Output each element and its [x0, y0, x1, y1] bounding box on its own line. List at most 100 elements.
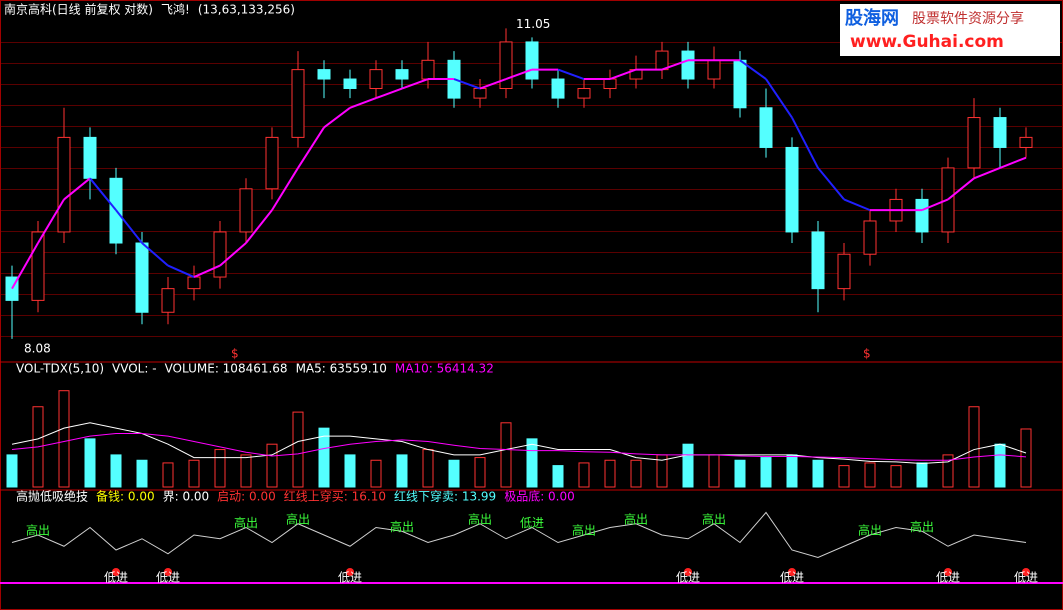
logo-url: www.Guhai.com — [850, 32, 1004, 52]
candle-body — [317, 69, 331, 80]
ma-line — [245, 209, 273, 244]
volume-bar — [760, 457, 772, 488]
signal-dot — [944, 568, 952, 576]
candle-body — [577, 88, 591, 99]
ma-line — [921, 198, 949, 212]
volume-bar — [630, 459, 642, 488]
candle-body — [473, 88, 487, 99]
volume-bar — [318, 427, 330, 488]
signal-label: 高出 — [624, 511, 648, 526]
volume-bar — [500, 422, 512, 488]
volume-bar — [266, 443, 278, 488]
logo-slogan: 股票软件资源分享 — [912, 10, 1024, 27]
volume-bar — [6, 454, 18, 488]
signal-label: 高出 — [468, 511, 492, 526]
volume-bar — [136, 459, 148, 488]
ma-line — [999, 156, 1027, 169]
volume-bar — [474, 457, 486, 488]
candle-body — [759, 107, 773, 148]
ma-line — [739, 59, 767, 80]
volume-bar — [344, 454, 356, 488]
volume-bar — [1020, 428, 1032, 488]
header-text: MA5: 63559.10 — [296, 362, 387, 376]
candle-body — [707, 59, 721, 80]
candle-body — [239, 188, 253, 233]
volume-bar — [942, 454, 954, 488]
ma-line — [817, 167, 845, 201]
ma-line — [219, 242, 247, 267]
candle-body — [551, 78, 565, 99]
header-text: MA10: 56414.32 — [395, 362, 494, 376]
signal-label: 高出 — [26, 523, 50, 538]
candle-body — [291, 69, 305, 138]
candle-body — [967, 117, 981, 169]
signal-label: 高出 — [572, 523, 596, 538]
header-text: 红线上穿买: 16.10 — [284, 489, 386, 504]
header-text: 界: 0.00 — [163, 490, 210, 504]
volume-bar — [682, 443, 694, 488]
volume-bar — [578, 462, 590, 488]
ma-line — [479, 78, 507, 90]
candle-body — [1019, 136, 1033, 148]
ma-line — [609, 68, 637, 80]
volume-bar — [552, 465, 564, 488]
signal-label: 低进 — [156, 571, 180, 585]
volume-ma — [11, 422, 1027, 464]
volume-bar — [604, 459, 616, 488]
candle-body — [395, 69, 409, 80]
signal-label: 低进 — [676, 571, 700, 585]
volume-bar — [994, 443, 1006, 488]
volume-bar — [890, 465, 902, 488]
header-text: (13,63,133,256) — [198, 3, 295, 17]
candle-body — [135, 242, 149, 313]
volume-bar — [370, 459, 382, 488]
signal-dot — [684, 568, 692, 576]
ma-line — [167, 264, 195, 278]
signal-label: 低进 — [104, 571, 128, 585]
volume-bar — [838, 465, 850, 488]
ma-line — [947, 177, 975, 201]
signal-label: 高出 — [702, 511, 726, 526]
ma-line — [323, 106, 351, 129]
ma-line — [271, 167, 299, 211]
candle-body — [265, 136, 279, 190]
ma-line — [297, 126, 325, 169]
volume-bar — [968, 406, 980, 488]
header-text: 启动: 0.00 — [217, 490, 276, 504]
signal-dot — [788, 568, 796, 576]
volume-bar — [812, 459, 824, 488]
ma-line — [843, 198, 871, 212]
ma-line — [37, 198, 65, 244]
header-text: 红线下穿卖: 13.99 — [394, 489, 496, 504]
candle-body — [83, 136, 97, 179]
ma-line — [505, 68, 533, 80]
candle-body — [915, 198, 929, 233]
candle-body — [421, 59, 435, 80]
header-text: 备钱: 0.00 — [96, 489, 155, 504]
volume-bar — [734, 459, 746, 488]
ma-line — [973, 166, 1001, 180]
candle-body — [343, 78, 357, 90]
volume-ma — [11, 433, 1027, 461]
volume-bar — [188, 459, 200, 488]
ma-line — [115, 209, 143, 244]
ma-line — [375, 87, 403, 100]
candle-body — [993, 117, 1007, 148]
candle-body — [863, 220, 877, 255]
ma-line — [89, 177, 117, 211]
candle-body — [499, 41, 513, 90]
signal-label: 低进 — [780, 571, 804, 585]
ma-line — [791, 117, 819, 169]
volume-bar — [84, 438, 96, 488]
volume-bar — [240, 454, 252, 488]
signal-dot — [112, 568, 120, 576]
volume-bar — [214, 449, 226, 488]
low-label: 8.08 — [24, 341, 51, 355]
volume-bar — [162, 462, 174, 488]
candle-body — [733, 59, 747, 109]
ma-line — [63, 177, 91, 201]
signal-label: 高出 — [234, 515, 258, 530]
ma-line — [141, 242, 169, 267]
candle-body — [369, 69, 383, 90]
ma-line — [661, 59, 689, 71]
